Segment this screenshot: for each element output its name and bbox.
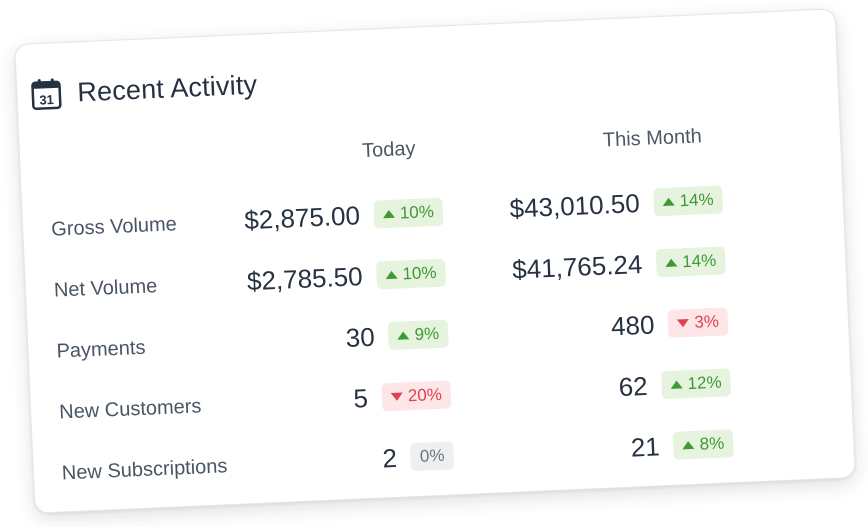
change-badge: 14% xyxy=(655,246,726,278)
arrow-up-icon xyxy=(382,209,396,219)
arrow-up-icon xyxy=(665,258,678,267)
arrow-up-icon xyxy=(397,331,410,340)
change-badge: 0% xyxy=(410,441,455,472)
this-month-value: 21 xyxy=(630,430,661,463)
change-badge: 8% xyxy=(673,429,734,460)
today-value: 30 xyxy=(345,321,376,353)
change-percent: 14% xyxy=(681,250,717,272)
today-value: 2 xyxy=(381,442,398,473)
row-label: Gross Volume xyxy=(50,213,178,241)
activity-rows: Gross Volume $2,875.00 10% $43,010.50 14% Net… xyxy=(15,9,834,484)
change-percent: 10% xyxy=(399,202,435,223)
activity-row: New Customers 5 20% 62 12% xyxy=(30,357,851,433)
today-cell: 2 0% xyxy=(382,435,455,478)
change-percent: 9% xyxy=(414,323,440,344)
column-header-today: Today xyxy=(361,137,416,163)
activity-row: Payments 30 9% 480 3% xyxy=(28,296,849,372)
activity-row: Gross Volume $2,875.00 10% $43,010.50 14% xyxy=(22,174,843,250)
card-header: 31 Recent Activity xyxy=(31,69,258,111)
change-percent: 10% xyxy=(402,262,437,284)
change-percent: 0% xyxy=(419,445,445,466)
arrow-down-icon xyxy=(677,318,690,328)
this-month-value: 480 xyxy=(610,309,656,341)
today-cell: 30 9% xyxy=(345,314,449,358)
calendar-icon: 31 xyxy=(31,78,62,110)
activity-row: New Subscriptions 2 0% 21 8% xyxy=(33,418,854,494)
this-month-cell: 21 8% xyxy=(630,423,734,467)
row-label: New Subscriptions xyxy=(61,455,228,485)
change-badge: 9% xyxy=(388,319,449,351)
today-cell: $2,875.00 10% xyxy=(243,192,444,241)
change-percent: 8% xyxy=(699,433,725,454)
today-value: 5 xyxy=(352,382,369,414)
this-month-value: 62 xyxy=(618,370,649,402)
change-badge: 12% xyxy=(660,368,732,400)
this-month-value: $43,010.50 xyxy=(508,187,641,224)
today-value: $2,785.50 xyxy=(246,260,364,296)
row-label: Payments xyxy=(56,336,146,363)
arrow-up-icon xyxy=(670,380,683,389)
row-label: Net Volume xyxy=(53,275,158,302)
change-percent: 3% xyxy=(693,311,720,332)
change-badge: 10% xyxy=(373,197,444,229)
change-badge: 14% xyxy=(653,185,724,217)
activity-row: Net Volume $2,785.50 10% $41,765.24 14% xyxy=(25,235,846,311)
calendar-icon-day: 31 xyxy=(39,92,54,108)
today-cell: 5 20% xyxy=(353,374,452,418)
change-percent: 20% xyxy=(407,384,443,406)
change-percent: 14% xyxy=(679,189,714,211)
this-month-cell: $43,010.50 14% xyxy=(509,179,724,228)
arrow-up-icon xyxy=(682,440,695,450)
recent-activity-card: 31 Recent Activity Today This Month Gros… xyxy=(14,8,856,514)
today-value: $2,875.00 xyxy=(243,199,361,235)
this-month-cell: 62 12% xyxy=(618,362,732,407)
arrow-up-icon xyxy=(385,270,398,280)
this-month-cell: $41,765.24 14% xyxy=(511,240,726,289)
column-header-this-month: This Month xyxy=(602,125,703,152)
card-title: Recent Activity xyxy=(76,69,258,107)
arrow-up-icon xyxy=(662,197,675,207)
change-badge: 3% xyxy=(667,307,729,338)
this-month-cell: 480 3% xyxy=(610,301,729,346)
arrow-down-icon xyxy=(390,392,404,402)
change-badge: 10% xyxy=(375,258,447,290)
today-cell: $2,785.50 10% xyxy=(246,253,447,302)
row-label: New Customers xyxy=(58,395,202,424)
change-percent: 12% xyxy=(687,372,722,394)
change-badge: 20% xyxy=(381,380,452,412)
this-month-value: $41,765.24 xyxy=(511,248,643,285)
